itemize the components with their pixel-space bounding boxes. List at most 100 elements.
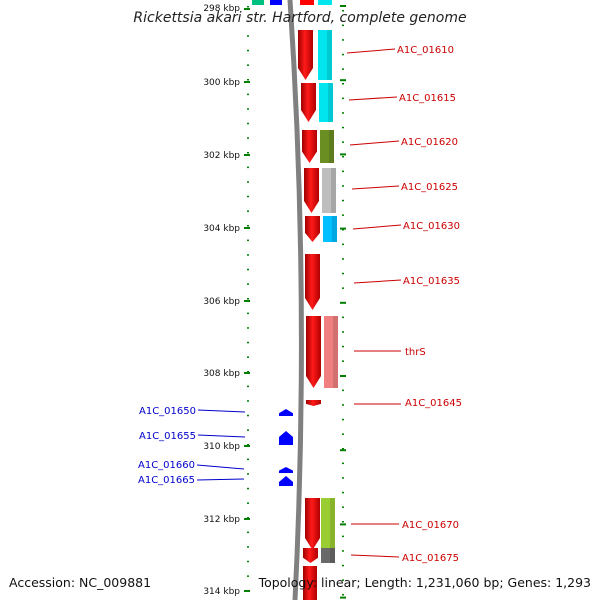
partial-feature-top-green [252,0,264,5]
ruler-minor-tick [247,137,249,139]
ruler-minor-tick [342,491,344,494]
gene-leader-line [351,185,400,190]
ruler-minor-tick [342,24,344,27]
gene-leader-line [196,478,245,481]
gene-label[interactable]: A1C_01675 [402,553,459,564]
forward-gene-arrow [305,254,320,310]
genome-title: Rickettsia akari str. Hartford, complete… [133,10,467,26]
ruler-minor-tick [342,433,344,435]
ruler-minor-tick [342,564,344,567]
ruler-minor-tick [342,594,344,596]
partial-feature-top-blue [270,0,282,5]
cog-box-shade [330,548,335,563]
ruler-minor-tick [342,170,344,173]
gene-label[interactable]: A1C_01625 [401,182,458,193]
ruler-minor-tick [247,298,249,300]
ruler-minor-tick [342,418,344,421]
ruler-minor-tick [247,575,249,577]
ruler-minor-tick [247,414,249,417]
ruler-minor-tick [342,243,344,246]
reverse-gene-arrow [279,476,293,486]
cog-box-shade [333,316,338,388]
ruler-label: 306 kbp [203,297,240,307]
ruler-minor-tick [342,550,344,552]
ruler-label: 300 kbp [203,78,240,88]
gene-leader-line [352,224,402,230]
ruler-minor-tick [342,39,344,41]
cog-category-box [321,548,335,563]
gene-label[interactable]: A1C_01610 [397,45,454,56]
ruler-minor-tick [247,283,249,285]
ruler-minor-tick [247,531,249,534]
ruler-minor-tick [342,579,344,581]
gene-label[interactable]: thrS [405,347,426,358]
ruler-label: 312 kbp [203,515,240,525]
ruler-minor-tick [247,458,249,461]
reverse-gene-labels: A1C_01650 A1C_01655 A1C_01660 A1C_01665 [138,406,246,486]
ruler-minor-tick [342,462,344,465]
reverse-gene-arrow [279,409,293,416]
ruler-major-tick [244,8,250,10]
ruler-label: 298 kbp [203,4,240,14]
forward-gene-labels: A1C_01610 A1C_01615 A1C_01620 A1C_01625 … [346,45,462,564]
gene-label[interactable]: A1C_01665 [138,475,195,486]
ruler-major-tick [340,523,346,526]
ruler-major-tick [340,449,346,452]
genome-backbone [287,0,304,601]
forward-gene-arrow [301,83,316,122]
ruler-minor-tick [342,448,344,450]
gene-label[interactable]: A1C_01650 [139,406,196,417]
ruler-minor-tick [342,316,344,319]
gene-label[interactable]: A1C_01655 [139,431,196,442]
ruler-minor-tick [342,258,344,260]
ruler-minor-tick [247,210,249,212]
ruler-major-tick [244,445,250,447]
gene-leader-line [349,140,400,146]
gene-leader-line [350,554,400,558]
cog-box-shade [327,30,332,80]
ruler-minor-tick [247,502,249,504]
gene-leader-line [346,48,396,54]
gene-label[interactable]: A1C_01630 [403,221,460,232]
ruler-minor-tick [342,521,344,523]
ruler-major-tick [244,154,250,156]
gene-label[interactable]: A1C_01645 [405,398,462,409]
accession-text: Accession: NC_009881 [9,575,152,590]
reverse-gene-arrow [279,467,293,473]
ruler-minor-tick [247,254,249,256]
ruler-minor-tick [247,49,249,52]
forward-gene-arrow [305,498,320,550]
gene-label[interactable]: A1C_01620 [401,137,458,148]
ruler-minor-tick [247,444,249,446]
ruler-minor-tick [342,506,344,508]
partial-feature-top-cyan [318,0,332,5]
cog-box-shade [330,498,335,550]
ruler-minor-tick [247,560,249,563]
ruler-minor-tick [247,385,249,388]
gene-label[interactable]: A1C_01660 [138,460,195,471]
ruler-minor-tick [247,195,249,198]
cog-box-shade [328,83,333,122]
ruler-minor-tick [342,229,344,231]
ruler-label: 302 kbp [203,151,240,161]
gene-label[interactable]: A1C_01670 [402,520,459,531]
ruler-minor-tick [342,83,344,85]
ruler-label: 314 kbp [203,587,240,597]
ruler-minor-tick [342,272,344,275]
ruler-minor-tick [247,122,249,125]
ruler-minor-tick [247,108,249,110]
cog-category-box [323,216,337,242]
gene-leader-line [353,279,402,284]
ruler-minor-tick [247,429,249,431]
partial-feature-top-red [300,0,314,5]
ruler-major-tick [340,375,346,377]
ruler-label: 308 kbp [203,369,240,379]
gene-label[interactable]: A1C_01615 [399,93,456,104]
gene-label[interactable]: A1C_01635 [403,276,460,287]
ruler-minor-tick [247,400,249,402]
ruler-minor-tick [247,473,249,475]
ruler-major-tick [244,81,250,83]
ruler-minor-tick [247,341,249,344]
ruler-minor-tick [247,225,249,227]
ruler-minor-tick [342,535,344,538]
